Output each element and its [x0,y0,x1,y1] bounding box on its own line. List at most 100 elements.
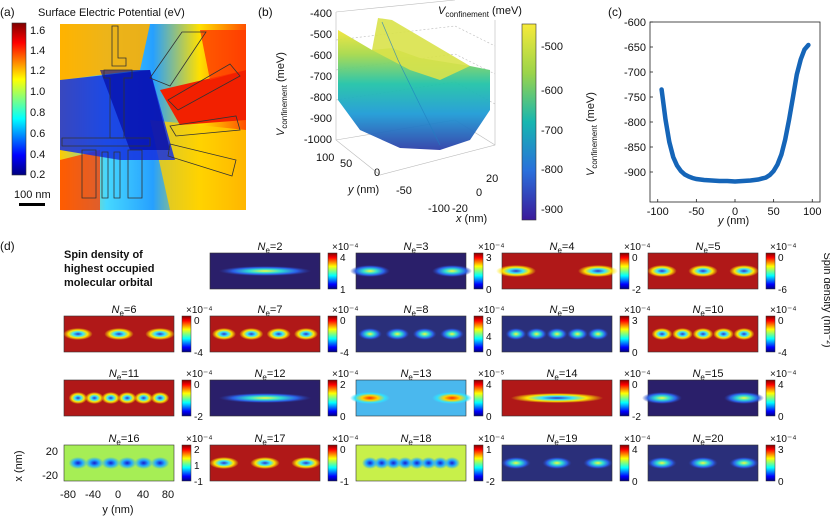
subplot-colorbar [473,315,484,353]
subplot-colorbar-tick: -2 [632,412,641,423]
subplot-title-sub: e [700,309,705,318]
subplot-colorbar-tick: 0 [486,348,492,359]
subplot-colorbar-tick: 3 [778,445,784,456]
b-z-ticks: -400 -500 -600 -700 -800 -900 -1000 [304,8,332,146]
subplot-title-sub: e [265,246,270,255]
subplot-title: Ne=11 [109,368,139,382]
panel-b: (b) -400 -500 -600 -700 -800 -900 -1000 … [258,0,563,225]
a-cb-tick: 1.2 [30,65,45,77]
b-y-tick: 100 [316,152,334,164]
panel-a-colorbar [11,22,27,176]
b-cb-title-unit: (meV) [489,5,522,17]
subplot-colorbar [619,379,630,417]
orbital-lobe [291,457,321,469]
c-x-label-var: y [717,215,725,227]
orbital-lobe [583,457,613,469]
subplot-colorbar-tick: 4 [778,380,784,391]
subplot-ne-13: Ne=13 ×10⁻⁵4 0 [350,368,504,423]
subplot-title-sub: e [117,373,122,382]
subplot-ne-3: Ne=3 ×10⁻⁴3 0 [350,241,505,296]
subplot-title: Ne=14 [546,368,577,382]
gate-outlines [61,25,241,199]
subplot-title-var: N [400,368,408,380]
subplot-title-eq: =5 [708,241,721,253]
orbital-lobe [218,266,312,276]
subplot-exponent: ×10⁻⁴ [624,242,651,253]
subplot-colorbar-tick: 4 [486,380,492,391]
subplot-title-sub: e [265,309,270,318]
subplot-ne-8: Ne=8 ×10⁻⁴8 4 0 [355,304,505,359]
subplot-colorbar [619,315,630,353]
spin-density-label: Spin density (nm⁻²) [821,252,830,347]
subplot-colorbar-tick: 8 [486,316,492,327]
c-x-tick-label: 0 [732,206,738,218]
b-x-tick: 20 [486,173,498,185]
orbital-lobe [373,457,390,469]
subplot-title-eq: =8 [416,304,429,316]
b-colorbar-title: Vconfinement (meV) [438,5,522,19]
subplot-ne-10: Ne=10 ×10⁻⁴0 -4 [647,304,797,359]
subplot-title-sub: e [408,438,413,447]
subplot-exponent: ×10⁻⁴ [624,369,651,380]
orbital-lobe [218,393,312,403]
c-y-tick-label: -750 [624,92,646,104]
subplot-colorbar [181,379,192,417]
subplot-title-eq: =10 [705,304,724,316]
b-y-label-var: y [347,184,355,196]
c-y-label-unit: (meV) [585,92,597,125]
subplot-title-var: N [696,241,704,253]
subplot-exponent: ×10⁻⁴ [332,369,359,380]
d-y-ticks: -80 -40 0 40 80 [60,489,174,501]
orbital-lobe [362,457,378,469]
b-cb-title-var: V [438,5,447,17]
orbital-lobe [412,328,437,340]
b-cb-tick: -800 [541,164,563,176]
subplot-title-var: N [550,241,558,253]
c-y-tick-label: -850 [624,142,646,154]
subplot-exponent: ×10⁻⁴ [186,305,213,316]
subplot-exponent: ×10⁻⁴ [332,434,359,445]
surface-contour [381,21,441,146]
subplot-title-eq: =18 [413,433,432,445]
b-z-axis-label: Vconfinement (meV) [275,52,289,136]
orbital-lobe [420,457,437,469]
subplot-colorbar-tick: 0 [778,477,784,488]
subplot-exponent: ×10⁻⁴ [770,305,797,316]
orbital-lobe [408,457,425,469]
orbital-lobe [733,328,755,340]
subplot-colorbar [765,444,776,482]
subplot-exponent: ×10⁻⁴ [478,242,505,253]
subplot-title-sub: e [119,309,124,318]
subplot-ne-4: Ne=4 ×10⁻⁴0 -2 [496,241,651,296]
b-x-ticks: 20 0 -20 [452,173,498,215]
subplot-colorbar [765,252,776,290]
a-cb-tick: 1.0 [30,86,45,98]
c-y-axis-label: Vconfinement (meV) [585,92,599,176]
b-y-tick: 0 [374,167,380,179]
b-cb-tick: -500 [541,41,563,53]
subplot-ne-20: Ne=20 ×10⁻⁴3 0 [647,433,797,488]
orbital-lobe [578,265,618,277]
subplot-ne-5: Ne=5 ×10⁻⁴0 -6 [647,241,797,296]
subplot-title-var: N [550,304,558,316]
subplot-title: Ne=16 [108,433,139,447]
legend-line: Spin density of [64,249,143,261]
subplot-title-var: N [546,433,554,445]
subplot-colorbar-tick: 1 [486,445,492,456]
subplot-colorbar-tick: 0 [194,316,200,327]
d-x-axis-label: x (nm) [13,450,25,481]
subplot-title-sub: e [554,438,559,447]
subplot-colorbar-tick: 4 [632,445,638,456]
subplot-exponent: ×10⁻⁴ [624,305,651,316]
a-cb-tick: 1.6 [30,25,45,37]
b-cb-tick: -700 [541,125,563,137]
subplot-title: Ne=12 [254,368,285,382]
subplot-colorbar-tick: -2 [194,412,203,423]
gate-outline [169,115,241,137]
orbital-lobe [85,392,104,404]
orbital-lobe [440,328,464,340]
panel-a-letter: (a) [0,5,15,19]
subplot-colorbar-tick: 0 [632,348,638,359]
subplot-title-var: N [109,368,117,380]
subplot-title-var: N [254,433,262,445]
